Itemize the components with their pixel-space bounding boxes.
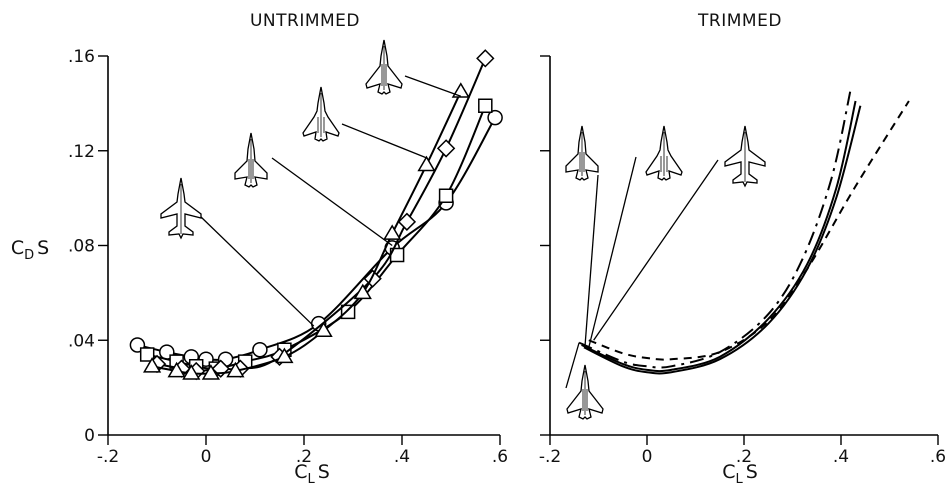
aircraft-icon: [302, 86, 340, 142]
data-point-triangle: [226, 361, 245, 378]
aircraft-icon: [566, 364, 604, 420]
aircraft-silhouettes: [160, 39, 766, 420]
data-point-triangle: [451, 82, 470, 98]
leader-line: [199, 215, 315, 327]
series-line: [588, 100, 910, 361]
data-point-square: [438, 188, 454, 204]
leader-line: [271, 157, 393, 247]
y-tick-label: .12: [68, 142, 95, 162]
y-tick-label: 0: [84, 426, 95, 446]
series-1: [581, 100, 857, 373]
data-point-diamond: [397, 212, 417, 231]
leader-line: [593, 159, 719, 341]
data-point-triangle: [417, 155, 436, 172]
x-tick-label: 0: [642, 447, 653, 467]
y-tick-label: .04: [68, 331, 95, 351]
data-point-triangle: [314, 321, 333, 338]
y-tick-label: .08: [68, 237, 95, 257]
series-line: [581, 100, 857, 373]
series-3: [142, 82, 470, 380]
leader-line: [341, 123, 427, 159]
series-3: [588, 100, 910, 361]
chart-title: UNTRIMMED: [250, 11, 360, 31]
y-axis-label: CD S: [11, 237, 49, 263]
x-tick-label: .6: [492, 447, 508, 467]
data-point-circle: [252, 341, 268, 358]
series-2: [578, 88, 852, 369]
data-point-diamond: [363, 269, 382, 288]
aircraft-icon: [234, 132, 268, 188]
data-point-diamond: [436, 139, 456, 158]
series-0: [583, 105, 862, 375]
data-point-triangle: [167, 361, 186, 378]
data-point-triangle: [383, 224, 402, 240]
aircraft-icon: [365, 39, 403, 95]
data-point-triangle: [275, 347, 294, 364]
data-point-triangle: [353, 283, 372, 300]
y-tick-label: .16: [68, 47, 95, 67]
x-tick-label: .4: [833, 447, 849, 467]
x-tick-label: .2: [736, 447, 752, 467]
data-point-triangle: [182, 364, 201, 380]
aircraft-icon: [565, 125, 599, 181]
x-tick-label: .4: [394, 447, 410, 467]
leader-line: [565, 342, 580, 389]
data-point-square: [340, 304, 356, 320]
data-point-square: [389, 247, 405, 263]
leader-line: [404, 75, 462, 97]
series-line: [578, 88, 852, 369]
data-point-circle: [487, 109, 503, 126]
leader-line: [588, 156, 637, 348]
x-tick-label: -.2: [539, 447, 561, 467]
leader-line: [584, 174, 599, 348]
x-tick-label: -.2: [97, 447, 119, 467]
chart-title: TRIMMED: [697, 11, 782, 31]
series-line: [583, 105, 862, 375]
aircraft-icon: [160, 177, 202, 239]
data-point-triangle: [142, 357, 162, 373]
data-point-triangle: [201, 364, 221, 380]
x-tick-label: .6: [930, 447, 946, 467]
x-axis-label: CL S: [722, 461, 758, 487]
x-tick-label: 0: [201, 447, 212, 467]
trimmed-panel: TRIMMED -.2 0 .2 .4 .6 CL S: [539, 11, 946, 487]
x-axis-label: CL S: [294, 461, 330, 487]
data-point-diamond: [476, 49, 495, 68]
aircraft-icon: [645, 125, 683, 181]
data-point-square: [478, 98, 493, 113]
series-1: [139, 98, 493, 376]
aircraft-icon: [724, 125, 766, 187]
x-tick-label: .2: [296, 447, 312, 467]
